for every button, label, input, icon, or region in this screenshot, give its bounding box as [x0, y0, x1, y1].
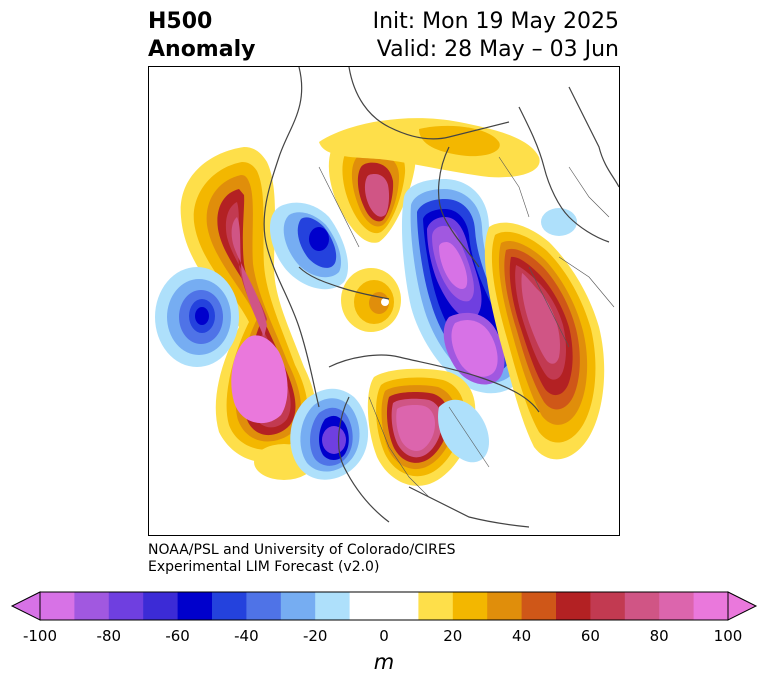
colorbar-segment: [556, 592, 591, 620]
anomaly-map: [155, 67, 619, 528]
colorbar-segment: [590, 592, 626, 620]
colorbar-tick-label: 60: [580, 627, 600, 645]
valid-dates: Valid: 28 May – 03 Jun: [376, 37, 619, 62]
colorbar-segment: [108, 592, 144, 620]
colorbar-tick-label: -100: [22, 627, 58, 645]
trough-western-canada: [269, 202, 349, 290]
title-type: Anomaly: [148, 37, 256, 62]
trough-northeast-asia: [290, 388, 369, 480]
ridge-small-central: [341, 268, 401, 332]
colorbar-segment: [659, 592, 695, 620]
colorbar-extend-low: [10, 591, 41, 621]
colorbar-tick-label: 20: [443, 627, 463, 645]
trough-eastern-europe: [438, 208, 577, 463]
ridge-eastern-siberia: [367, 368, 476, 486]
ridge-pacific-west: [180, 147, 317, 463]
colorbar-segment: [624, 592, 660, 620]
credit-line-2: Experimental LIM Forecast (v2.0): [148, 559, 380, 575]
credit-line-1: NOAA/PSL and University of Colorado/CIRE…: [148, 542, 456, 558]
colorbar-tick-label: -20: [302, 627, 328, 645]
colorbar-segment: [349, 592, 385, 620]
trough-greenland: [401, 179, 527, 394]
title-variable: H500: [148, 9, 213, 34]
init-date: Init: Mon 19 May 2025: [372, 9, 619, 34]
colorbar-segment: [521, 592, 557, 620]
colorbar-segment: [315, 592, 351, 620]
colorbar-svg: [10, 591, 758, 621]
colorbar-segment: [487, 592, 523, 620]
colorbar-tick-label: -80: [96, 627, 122, 645]
colorbar-segment: [418, 592, 454, 620]
ridge-western-russia: [484, 222, 605, 460]
colorbar-segment: [452, 592, 488, 620]
borders: [318, 156, 615, 498]
title-block: H500 Anomaly: [148, 8, 255, 64]
colorbar-segment: [384, 592, 419, 620]
ridge-western-siberia: [328, 129, 416, 243]
colorbar-outline: [39, 591, 729, 621]
colorbar-segment: [246, 592, 282, 620]
colorbar-tick-label: 40: [512, 627, 532, 645]
colorbar-segment: [40, 592, 75, 620]
coastlines: [263, 67, 619, 528]
colorbar-segment: [74, 592, 110, 620]
colorbar-tick-label: -60: [165, 627, 190, 645]
colorbar-unit: m: [373, 650, 395, 674]
date-block: Init: Mon 19 May 2025 Valid: 28 May – 03…: [373, 8, 619, 64]
colorbar: [10, 590, 758, 622]
colorbar-tick-label: -40: [234, 627, 259, 645]
ridge-arctic-north: [319, 118, 540, 178]
colorbar-segment: [693, 592, 729, 620]
colorbar-segment: [177, 592, 213, 620]
colorbar-tick-label: 0: [379, 627, 389, 645]
credits: NOAA/PSL and University of Colorado/CIRE…: [148, 542, 456, 576]
colorbar-tick-label: 100: [713, 627, 743, 645]
trough-pacific-central: [155, 267, 239, 367]
colorbar-tick-label: 80: [649, 627, 669, 645]
colorbar-segment: [143, 592, 179, 620]
colorbar-extend-high: [727, 591, 758, 621]
colorbar-segment: [280, 592, 316, 620]
colorbar-segment: [212, 592, 247, 620]
map-panel: [148, 66, 620, 536]
